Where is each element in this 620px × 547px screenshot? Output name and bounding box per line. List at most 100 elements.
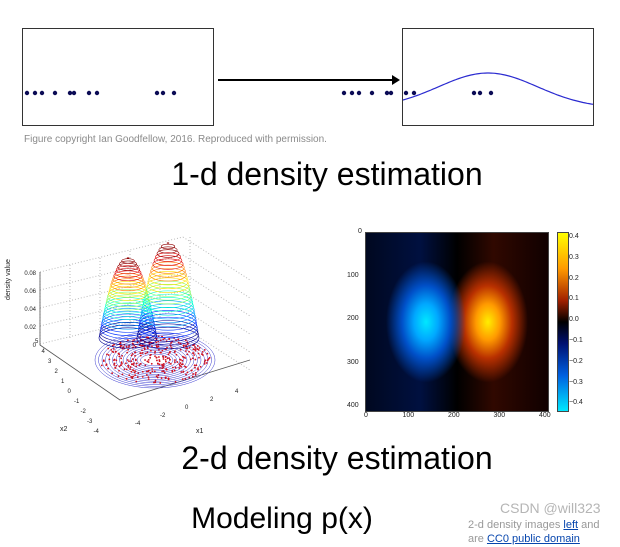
data-point [157,345,160,348]
data-point [129,368,132,370]
data-point [113,362,116,365]
title-1d: 1-d density estimation [171,156,483,192]
data-point [164,356,167,358]
surface-contour [142,293,194,312]
surface-contour [102,310,154,330]
data-point [130,354,133,357]
grid-line [182,236,250,281]
data-point [128,360,130,363]
surface-contour [155,252,181,262]
data-point [174,366,177,369]
surface-contour [113,270,143,282]
data-point [169,358,171,361]
contour-line [126,347,184,373]
data-point [188,350,190,353]
data-point [134,370,137,373]
data-point [117,375,120,378]
data-point [206,359,209,362]
surface-contour [126,257,130,259]
grid-line [39,272,184,309]
surface-contour [156,249,180,258]
heatmap-image [365,232,549,412]
data-point [125,377,128,380]
sample-dot [369,90,375,96]
data-point [178,367,181,369]
data-point [127,366,130,368]
data-point [193,348,196,351]
heatmap-y-tick: 100 [347,271,359,279]
data-point [186,371,189,374]
data-point [156,345,158,348]
contour-line [122,345,188,375]
data-point [125,362,127,365]
attribution-text: and [578,519,600,531]
sample-dot [488,90,494,96]
data-point [129,366,132,369]
data-point [173,369,176,372]
data-point [135,362,138,365]
data-point [134,345,137,348]
data-point [118,355,121,358]
data-point [131,342,134,345]
data-point [194,373,197,376]
data-point [162,338,165,341]
surface-contour [150,264,186,278]
surface-contour [151,261,185,274]
link-left[interactable]: left [563,519,579,531]
data-point [144,364,147,367]
data-point [121,354,124,357]
heatmap-x-tick: 100 [402,412,415,419]
surface-contour [98,327,158,349]
data-point [180,365,183,368]
data-point [194,346,197,348]
link-cc0[interactable]: CC0 public domain [486,533,580,545]
grid-line [39,236,184,273]
data-point [175,353,178,356]
heatmap-y-tick: 0 [358,228,362,235]
data-point [125,345,128,348]
data-point [143,347,146,349]
grid-line [182,254,250,299]
data-point [174,380,177,383]
data-point [163,337,166,340]
attribution-text: 2-d density images [468,519,564,531]
grid-line [182,326,250,371]
data-point [156,362,159,365]
heatmap-x-tick: 200 [448,412,460,419]
data-point [115,364,118,367]
data-point [154,355,156,358]
surface-contour [106,291,150,308]
sample-dot [171,90,177,96]
grid-line [39,308,184,345]
data-point [195,364,198,367]
data-point [171,370,174,373]
sample-dot [39,90,45,96]
data-point [157,374,160,377]
surface-contour [148,271,188,286]
data-point [192,348,195,351]
data-point [183,344,185,347]
data-point [203,362,206,365]
z-tick-label: 0.02 [24,325,36,331]
data-point [118,365,121,368]
surface-contour [115,265,141,275]
contour-line [101,335,209,385]
data-point [132,375,134,378]
data-point [107,354,110,356]
data-point [127,346,130,349]
density-plot [402,28,594,126]
data-point [193,343,196,346]
sample-dot [411,90,417,96]
y-tick-label: -2 [81,409,87,415]
sample-dot [24,90,30,96]
data-point [174,350,176,352]
data-point [194,371,197,374]
surface-contour [152,258,184,270]
data-point [136,341,139,344]
data-point [151,370,154,373]
data-point [194,358,197,361]
surface-contour [103,302,153,320]
data-point [154,379,157,382]
sample-dot [154,90,160,96]
data-point [127,339,129,342]
